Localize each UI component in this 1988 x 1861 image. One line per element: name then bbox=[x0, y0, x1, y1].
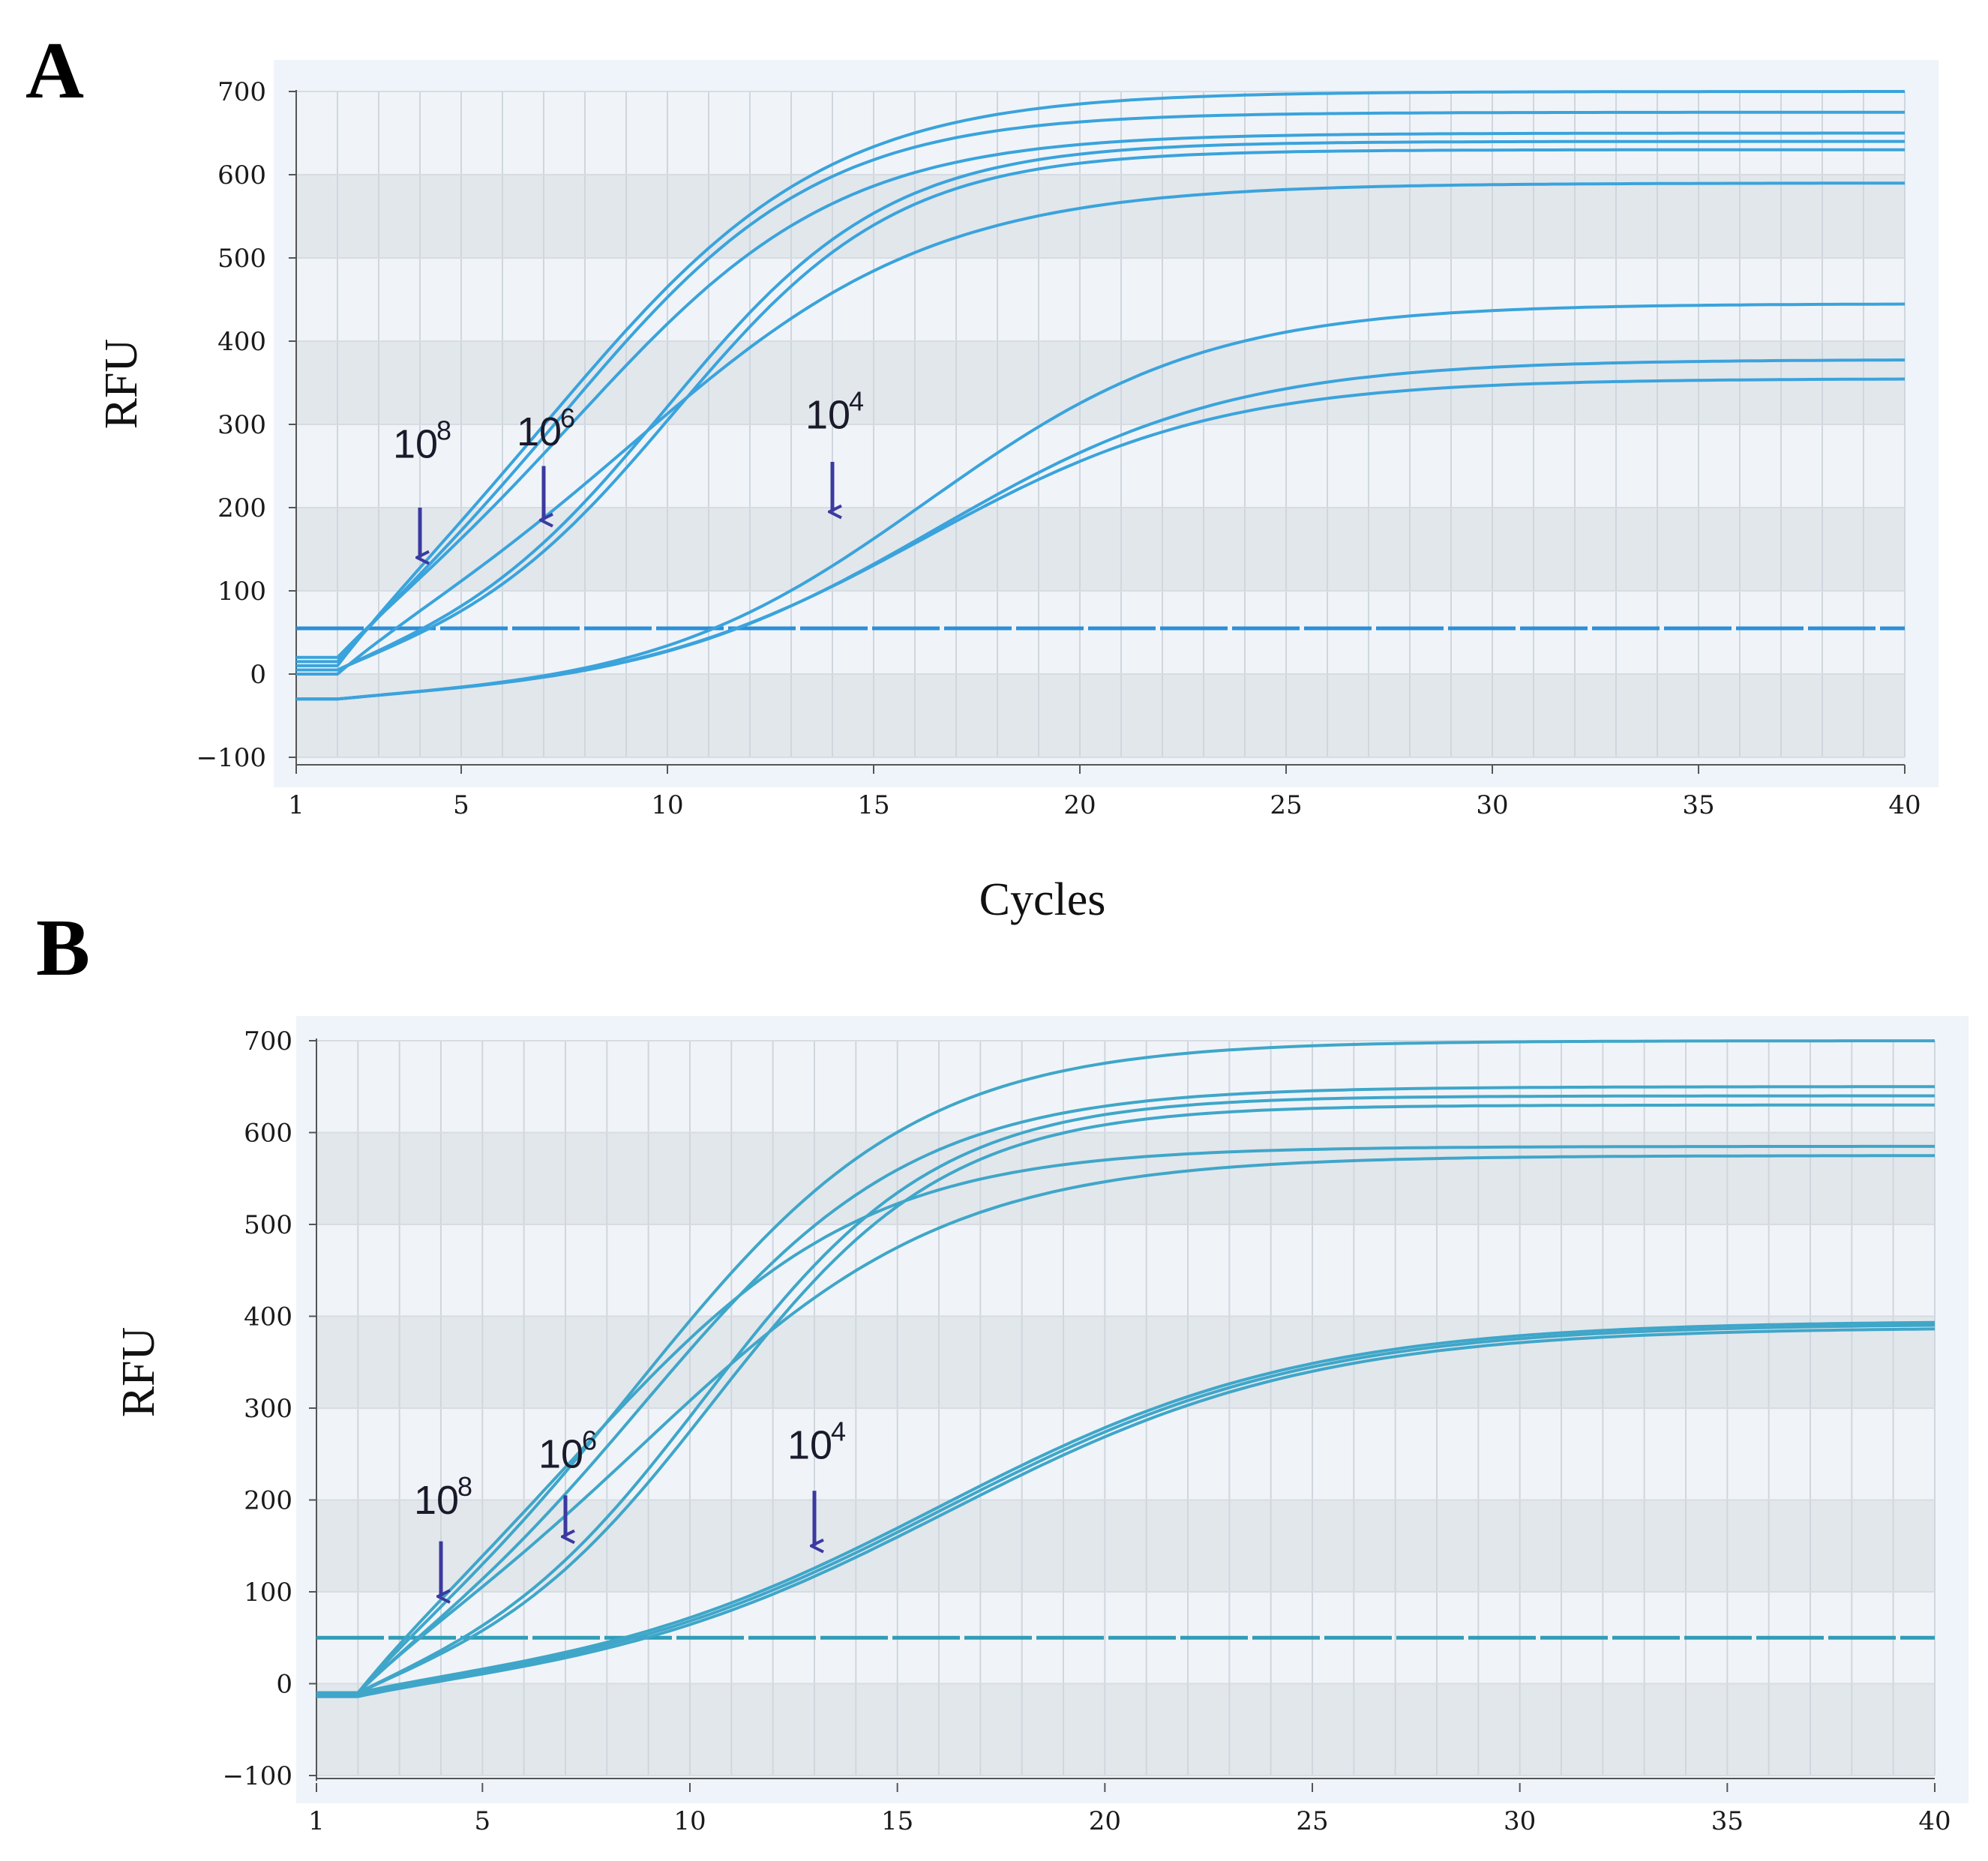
y-tick-label: 500 bbox=[244, 1210, 292, 1240]
x-ticks-a: 1 5 10 15 20 25 30 35 40 bbox=[288, 765, 1921, 820]
x-tick-label: 15 bbox=[857, 790, 889, 820]
band bbox=[296, 175, 1905, 258]
amplification-curve bbox=[296, 377, 1906, 701]
x-axis-label-a: Cycles bbox=[979, 874, 1106, 925]
x-tick-label: 1 bbox=[288, 790, 304, 820]
dilution-label: 10 bbox=[538, 1432, 583, 1477]
amplification-curve bbox=[316, 1094, 1935, 1695]
dilution-exponent: 6 bbox=[582, 1425, 597, 1456]
amplification-curve bbox=[316, 1039, 1935, 1695]
x-tick-label: 20 bbox=[1089, 1806, 1121, 1836]
panel-label-b: B bbox=[36, 904, 90, 993]
x-tick-label: 25 bbox=[1296, 1806, 1328, 1836]
y-tick-label: 300 bbox=[217, 410, 266, 440]
x-tick-label: 5 bbox=[475, 1806, 491, 1836]
y-axis-label-b: RFU bbox=[113, 1327, 164, 1418]
dilution-exponent: 8 bbox=[436, 415, 451, 445]
dilution-exponent: 4 bbox=[831, 1416, 846, 1446]
y-tick-label: 400 bbox=[244, 1302, 292, 1332]
band bbox=[296, 258, 1905, 341]
dilution-label: 10 bbox=[517, 409, 562, 454]
y-tick-label: 700 bbox=[217, 77, 266, 107]
y-tick-label: −100 bbox=[196, 743, 266, 773]
amplification-curve bbox=[316, 1103, 1935, 1695]
y-tick-label: 0 bbox=[250, 660, 266, 690]
amplification-curve bbox=[296, 90, 1905, 667]
x-tick-label: 30 bbox=[1476, 790, 1508, 820]
y-axis-label-a: RFU bbox=[96, 339, 147, 430]
y-tick-label: 600 bbox=[244, 1119, 292, 1149]
dilution-label: 10 bbox=[414, 1478, 459, 1523]
x-ticks-b: 1 5 10 15 20 25 30 35 40 bbox=[308, 1783, 1951, 1836]
amplification-curve bbox=[296, 131, 1905, 659]
y-tick-label: 0 bbox=[276, 1670, 292, 1700]
y-tick-label: 100 bbox=[244, 1578, 292, 1608]
dilution-exponent: 8 bbox=[457, 1471, 472, 1502]
amplification-curve bbox=[316, 1154, 1935, 1695]
dilution-label: 10 bbox=[805, 393, 850, 438]
annotations-a: 108 106 104 bbox=[393, 386, 864, 558]
dilution-label: 10 bbox=[787, 1422, 832, 1467]
y-tick-label: −100 bbox=[223, 1761, 292, 1791]
y-tick-label: 500 bbox=[217, 244, 266, 274]
amplification-curve bbox=[296, 139, 1905, 672]
x-tick-label: 25 bbox=[1270, 790, 1302, 820]
x-tick-label: 1 bbox=[308, 1806, 325, 1836]
dilution-label: 10 bbox=[393, 421, 438, 466]
band bbox=[296, 424, 1905, 508]
x-tick-label: 35 bbox=[1711, 1806, 1744, 1836]
x-tick-label: 5 bbox=[453, 790, 469, 820]
amplification-curve bbox=[316, 1327, 1936, 1698]
amplification-curve bbox=[316, 1323, 1936, 1697]
curves-a bbox=[296, 90, 1906, 701]
y-tick-label: 700 bbox=[244, 1026, 292, 1056]
amplification-curve bbox=[296, 110, 1905, 664]
x-tick-label: 40 bbox=[1888, 790, 1921, 820]
amplification-curve bbox=[316, 1144, 1935, 1695]
amplification-curve bbox=[296, 181, 1905, 676]
y-tick-label: 300 bbox=[244, 1394, 292, 1424]
y-tick-label: 400 bbox=[217, 327, 266, 357]
y-tick-label: 200 bbox=[217, 493, 266, 523]
amplification-curve bbox=[316, 1320, 1936, 1695]
bands-a bbox=[296, 91, 1905, 757]
x-tick-label: 10 bbox=[673, 1806, 706, 1836]
curves-b bbox=[316, 1039, 1936, 1698]
x-tick-label: 20 bbox=[1063, 790, 1096, 820]
gridlines-b bbox=[316, 1040, 1936, 1776]
y-ticks-a: −100 0 100 200 300 400 500 600 700 bbox=[196, 77, 296, 773]
panel-label-a: A bbox=[25, 26, 84, 115]
band bbox=[316, 1500, 1935, 1592]
amplification-curve bbox=[296, 148, 1905, 672]
x-tick-label: 35 bbox=[1682, 790, 1714, 820]
band bbox=[316, 1683, 1935, 1776]
y-tick-label: 200 bbox=[244, 1486, 292, 1516]
amplification-curve bbox=[316, 1085, 1935, 1695]
band bbox=[316, 1224, 1935, 1317]
y-ticks-b: −100 0 100 200 300 400 500 600 700 bbox=[223, 1026, 316, 1791]
dilution-exponent: 4 bbox=[849, 386, 864, 417]
x-tick-label: 40 bbox=[1918, 1806, 1951, 1836]
band bbox=[296, 591, 1905, 674]
dilution-exponent: 6 bbox=[560, 403, 575, 433]
x-tick-label: 30 bbox=[1504, 1806, 1536, 1836]
band bbox=[296, 674, 1905, 757]
x-tick-label: 10 bbox=[651, 790, 683, 820]
y-tick-label: 600 bbox=[217, 160, 266, 190]
x-tick-label: 15 bbox=[881, 1806, 913, 1836]
y-tick-label: 100 bbox=[217, 577, 266, 607]
